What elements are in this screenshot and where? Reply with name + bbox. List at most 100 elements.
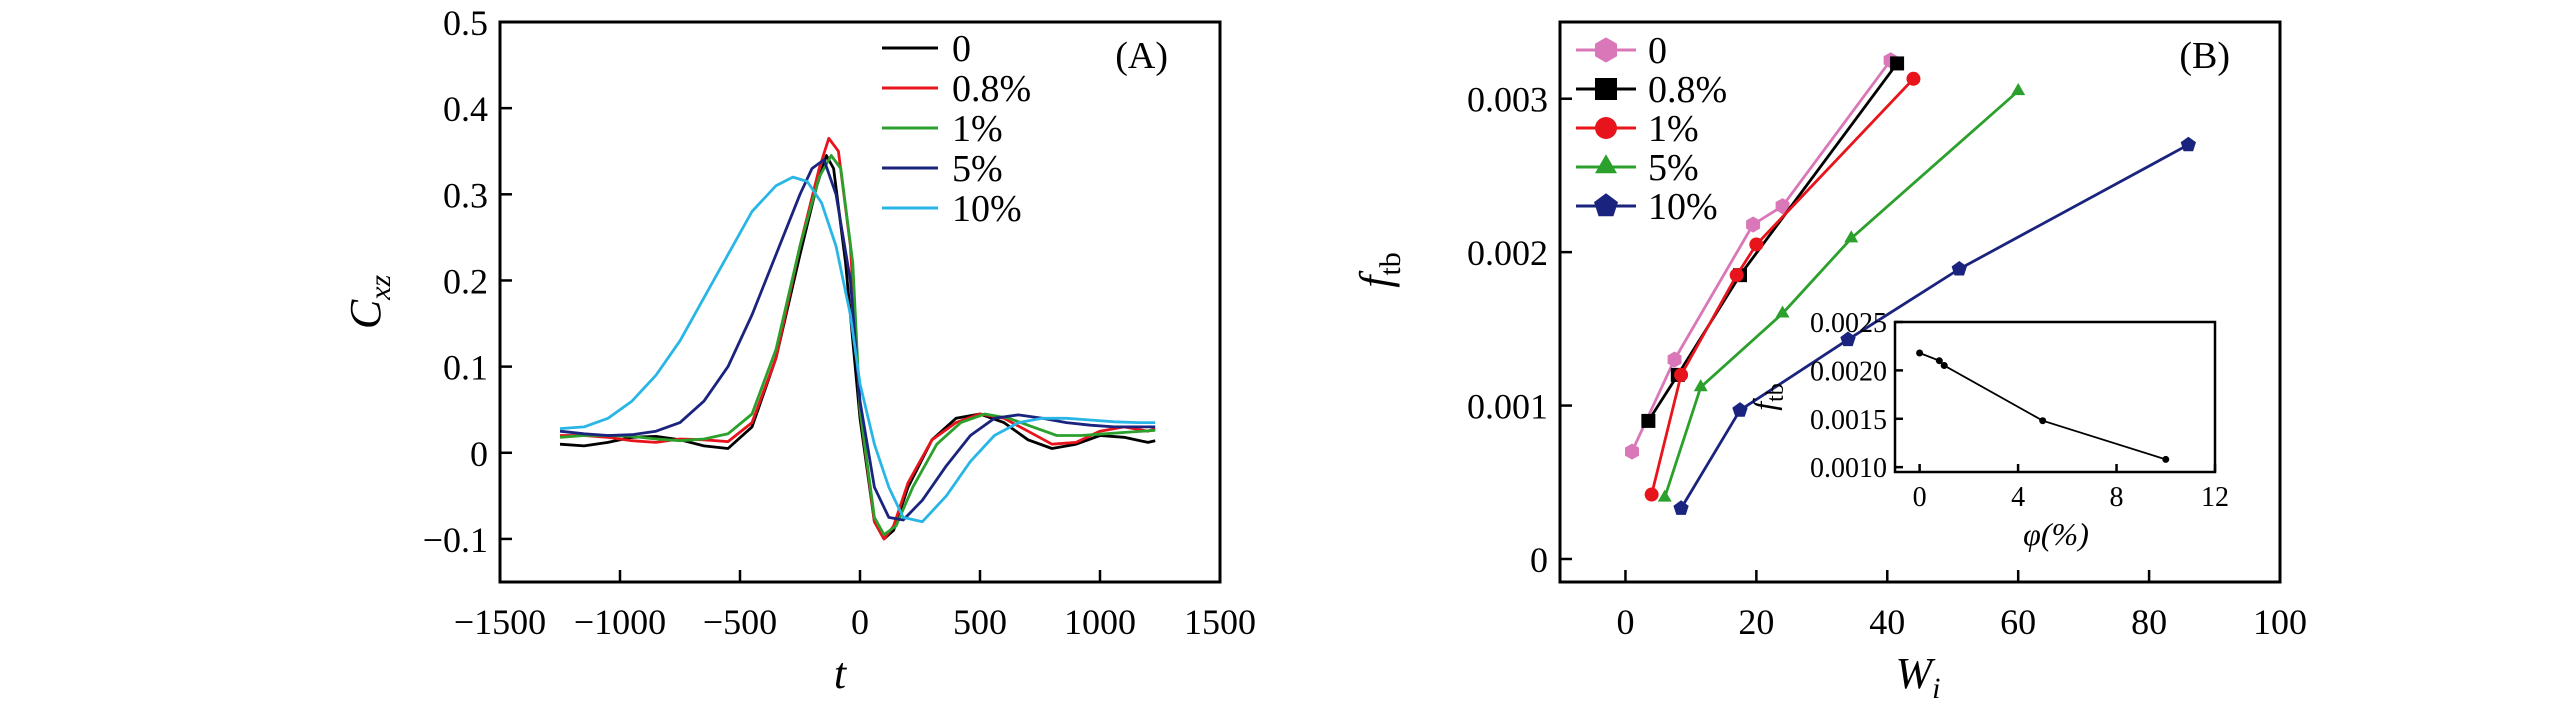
inset-point-1 xyxy=(1935,357,1943,365)
svg-text:Cxz: Cxz xyxy=(341,275,397,330)
panel-b-point-0-0 xyxy=(1625,443,1639,460)
panel-b-xtick-label-3: 60 xyxy=(2000,602,2036,642)
panel-b-xtick-label-0: 0 xyxy=(1616,602,1634,642)
panel-b-xtick-label-5: 100 xyxy=(2253,602,2307,642)
inset-point-2 xyxy=(1940,362,1948,370)
panel-b-legend-label-3: 5% xyxy=(1648,147,1699,189)
panel-b-point-2-1 xyxy=(1674,367,1689,382)
panel-b-point-3-2 xyxy=(1775,305,1790,318)
panel-a-legend-label-3: 5% xyxy=(952,148,1003,190)
panel-a-ylabel-main: C xyxy=(341,299,390,329)
panel-b-legend-marker-4 xyxy=(1594,193,1618,217)
svg-text:φ(%): φ(%) xyxy=(2023,516,2089,552)
panel-b-point-0-3 xyxy=(1775,198,1790,215)
panel-b-legend-marker-0 xyxy=(1595,37,1617,63)
panel-b-point-4-4 xyxy=(2180,136,2196,152)
panel-a-label: (A) xyxy=(1115,35,1168,77)
panel-a-lines xyxy=(559,136,1156,541)
panel-a-ticks: −1500 −1000 −500 0 500 1000 1500 −0.1 0 0.1 0.2 0.3… xyxy=(423,3,1256,642)
panel-b-point-3-3 xyxy=(1844,230,1859,243)
inset-ytick-label-1: 0.0015 xyxy=(1810,405,1887,436)
panel-b-point-3-4 xyxy=(2011,83,2026,96)
inset-xtick-label-1: 4 xyxy=(2011,482,2025,513)
inset-ticks: 0 4 8 12 0.0010 0.0015 0.0020 0.0025 xyxy=(1810,308,2229,513)
panel-b-legend-marker-2 xyxy=(1595,117,1617,139)
panel-a-legend-label-1: 0.8% xyxy=(952,68,1031,110)
panel-a-series-line-2 xyxy=(559,154,1156,536)
inset-point-4 xyxy=(2162,455,2170,463)
panel-b-legend-label-2: 1% xyxy=(1648,108,1699,150)
panel-a-ytick-label-1: 0 xyxy=(470,434,488,474)
panel-a-legend-label-2: 1% xyxy=(952,108,1003,150)
panel-a-ytick-label-4: 0.3 xyxy=(443,175,488,215)
svg-text:Wi: Wi xyxy=(1896,649,1941,705)
inset-ytick-label-2: 0.0020 xyxy=(1810,356,1887,387)
inset-frame xyxy=(1893,320,2217,474)
inset-ytick-label-3: 0.0025 xyxy=(1810,308,1887,339)
panel-a-ytick-label-3: 0.2 xyxy=(443,261,488,301)
panel-b-frame xyxy=(1558,20,2282,584)
panel-b-ytick-label-2: 0.002 xyxy=(1467,233,1548,273)
inset-xtick-label-0: 0 xyxy=(1913,482,1927,513)
panel-a-xtick-label-1: −1000 xyxy=(574,602,666,642)
panel-b-point-2-0 xyxy=(1644,487,1659,502)
panel-b-xlabel-sub: i xyxy=(1932,672,1940,705)
panel-a-xtick-label-4: 500 xyxy=(953,602,1007,642)
panel-b-legend: 00.8%1%5%10% xyxy=(1576,30,1727,228)
panel-b-point-3-0 xyxy=(1657,489,1672,502)
panel-a-ylabel: Cxz xyxy=(341,275,397,330)
panel-b-xtick-label-4: 80 xyxy=(2131,602,2167,642)
panel-a-xtick-label-2: −500 xyxy=(703,602,777,642)
panel-b-ytick-label-1: 0.001 xyxy=(1467,387,1548,427)
panel-a-xlabel: t xyxy=(834,649,848,698)
inset-xtick-label-3: 12 xyxy=(2201,482,2229,513)
panel-b-point-4-1 xyxy=(1732,402,1748,417)
panel-b-inset: 0 4 8 12 0.0010 0.0015 0.0020 0.0025 φ(%) ftb xyxy=(1746,308,2229,552)
panel-a-legend-label-4: 10% xyxy=(952,188,1022,230)
inset-point-0 xyxy=(1916,349,1924,357)
panel-a-ytick-label-5: 0.4 xyxy=(443,89,488,129)
panel-a-legend: 00.8%1%5%10% xyxy=(882,28,1031,230)
inset-point-3 xyxy=(2039,417,2047,425)
panel-b-legend-marker-1 xyxy=(1595,78,1617,100)
panel-b-point-4-0 xyxy=(1673,500,1689,515)
inset-ylabel-sub: tb xyxy=(1763,383,1789,402)
panel-a-frame xyxy=(498,20,1222,584)
panel-b-point-1-3 xyxy=(1890,56,1905,71)
panel-b-legend-label-0: 0 xyxy=(1648,30,1667,72)
panel-a-legend-label-0: 0 xyxy=(952,28,971,70)
panel-b-point-3-1 xyxy=(1693,379,1708,392)
panel-b-legend-label-4: 10% xyxy=(1648,186,1718,228)
panel-b-ytick-label-0: 0 xyxy=(1530,540,1548,580)
panel-a-ylabel-sub: xz xyxy=(364,275,397,301)
panel-b-ylabel-sub: tb xyxy=(1374,252,1407,275)
panel-a-series-line-4 xyxy=(559,175,1156,524)
panel-b-point-4-2 xyxy=(1840,331,1856,347)
panel-b-legend-label-1: 0.8% xyxy=(1648,69,1727,111)
panel-a: −1500 −1000 −500 0 500 1000 1500 −0.1 0 0.1 0.2 0.3… xyxy=(341,3,1256,698)
panel-b-ylabel: ftb xyxy=(1351,252,1407,288)
panel-b-point-2-3 xyxy=(1749,237,1764,252)
svg-text:ftb: ftb xyxy=(1746,383,1789,411)
panel-b-point-0-2 xyxy=(1746,216,1761,233)
panel-a-ytick-label-6: 0.5 xyxy=(443,3,488,43)
panel-b-xlabel-main: W xyxy=(1896,649,1936,698)
panel-b-lines xyxy=(1625,52,2196,515)
panel-b-point-4-3 xyxy=(1951,261,1967,276)
panel-b-point-0-1 xyxy=(1667,351,1682,368)
panel-a-xtick-label-6: 1500 xyxy=(1184,602,1256,642)
panel-a-xtick-label-5: 1000 xyxy=(1064,602,1136,642)
panel-a-xtick-label-0: −1500 xyxy=(454,602,546,642)
panel-a-ytick-label-2: 0.1 xyxy=(443,348,488,388)
inset-lines xyxy=(1916,349,2170,463)
panel-b-point-1-0 xyxy=(1641,413,1656,428)
inset-xtick-label-2: 8 xyxy=(2110,482,2124,513)
inset-ylabel: ftb xyxy=(1746,383,1789,411)
panel-b-ytick-label-3: 0.003 xyxy=(1467,80,1548,120)
panel-b-legend-marker-3 xyxy=(1595,154,1617,174)
panel-b-xtick-label-1: 20 xyxy=(1738,602,1774,642)
svg-text:ftb: ftb xyxy=(1351,252,1407,288)
